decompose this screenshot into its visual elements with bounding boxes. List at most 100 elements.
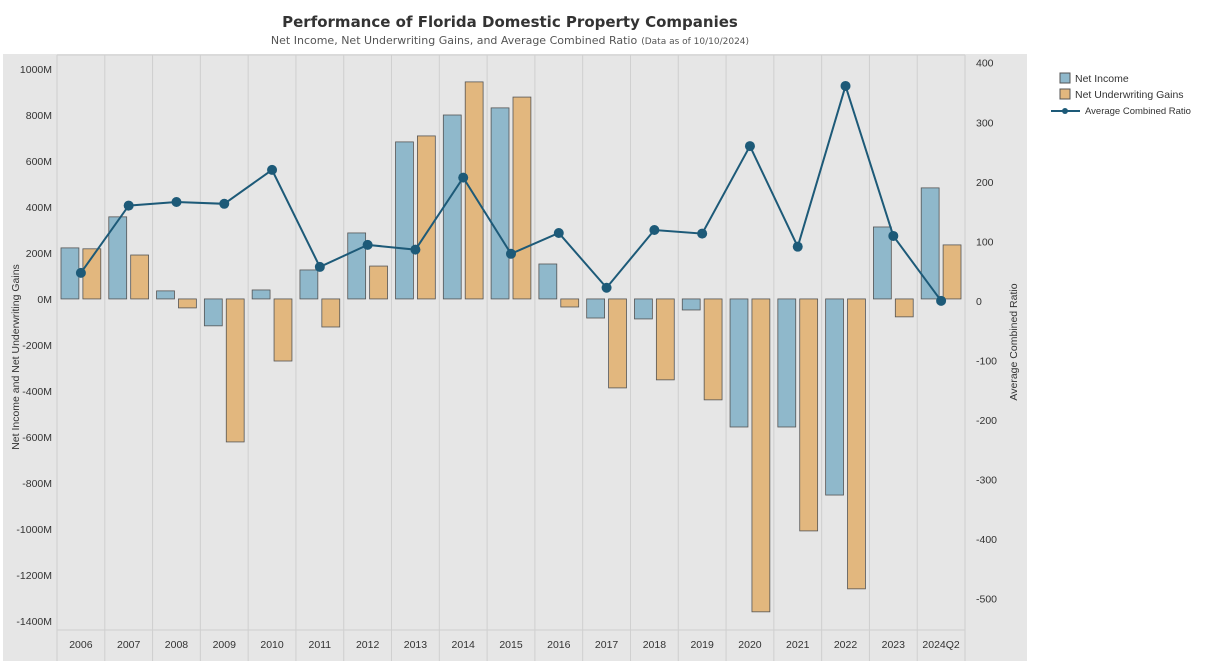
bar-net-income [347,232,367,300]
bar-net-underwriting-gains [608,298,627,389]
bar-net-underwriting-gains [417,135,436,300]
x-tick-label: 2012 [356,639,380,651]
y2-tick-label: 400 [976,58,994,70]
y-tick-label: -200M [22,340,52,352]
x-tick-label: 2020 [738,639,762,651]
x-tick-label: 2022 [834,639,858,651]
bar-net-income [203,298,223,327]
y2-tick-label: 300 [976,117,994,129]
y-tick-label: -1000M [16,524,52,536]
subtitle-text: Net Income, Net Underwriting Gains, and … [271,34,638,47]
point-average-combined-ratio [936,295,947,306]
legend-underwriting: Net Underwriting Gains [1075,89,1184,101]
legend-ratio: Average Combined Ratio [1085,106,1191,117]
y-tick-label: -1400M [16,616,52,628]
x-tick-label: 2019 [690,639,714,651]
y-tick-label: 600M [26,156,52,168]
bar-net-underwriting-gains [130,254,149,300]
point-average-combined-ratio [410,244,421,255]
legend-swatch-underwriting [1059,88,1071,100]
x-tick-label: 2021 [786,639,810,651]
point-average-combined-ratio [458,172,469,183]
bar-net-income [299,269,319,300]
point-average-combined-ratio [123,200,134,211]
bar-net-underwriting-gains [464,81,484,300]
x-tick-label: 2018 [643,639,667,651]
bar-net-underwriting-gains [655,298,675,381]
point-average-combined-ratio [744,141,755,152]
bar-net-income [156,290,175,300]
x-tick-label: 2007 [117,639,141,651]
y-tick-label: -400M [22,386,52,398]
bar-net-income [681,298,701,311]
bar-net-income [634,298,653,320]
point-average-combined-ratio [506,248,516,259]
bar-net-underwriting-gains [751,298,771,613]
point-average-combined-ratio [171,197,182,208]
x-tick-label: 2006 [69,639,93,651]
bar-net-income [825,298,844,496]
y2-tick-label: 100 [976,236,994,248]
bar-net-income [490,107,510,300]
x-tick-label: 2014 [452,639,476,651]
y-tick-label: -600M [22,432,52,444]
chart-title: Performance of Florida Domestic Property… [282,13,738,31]
x-tick-label: 2008 [165,639,189,651]
bar-net-underwriting-gains [560,298,580,308]
bar-net-income [395,141,414,300]
bar-net-underwriting-gains [703,298,723,401]
legend: Net Income Net Underwriting Gains Averag… [1051,72,1191,117]
point-average-combined-ratio [601,282,612,293]
point-average-combined-ratio [697,228,708,239]
y2-tick-label: -100 [976,355,997,367]
bar-net-income [442,114,462,300]
legend-net-income: Net Income [1075,73,1129,85]
y2-tick-label: -400 [976,534,997,546]
x-tick-label: 2011 [309,639,332,651]
bar-net-income [251,289,271,300]
point-average-combined-ratio [219,198,230,209]
x-tick-label: 2010 [260,639,284,651]
point-average-combined-ratio [888,230,899,241]
subtitle-note: (Data as of 10/10/2024) [641,37,749,47]
y-tick-label: -1200M [16,570,52,582]
bar-net-underwriting-gains [321,298,341,328]
bar-net-income [873,226,892,300]
chart-subtitle: Net Income, Net Underwriting Gains, and … [271,34,749,47]
bar-net-underwriting-gains [369,265,388,300]
y2-tick-label: -500 [976,593,997,605]
bar-net-underwriting-gains [894,298,914,318]
y-tick-label: 200M [26,248,52,260]
bar-net-underwriting-gains [225,298,245,443]
point-average-combined-ratio [267,164,278,175]
y-tick-label: -800M [22,478,52,490]
bar-net-underwriting-gains [799,298,819,532]
point-average-combined-ratio [649,225,660,235]
x-tick-label: 2023 [882,639,906,651]
bar-net-underwriting-gains [512,96,532,300]
bar-net-income [777,298,797,428]
x-tick-label: 2015 [499,639,523,651]
y2-tick-label: 200 [976,177,994,189]
bar-net-income [920,187,940,300]
bar-net-income [538,263,558,300]
bar-net-underwriting-gains [178,298,197,309]
point-average-combined-ratio [792,241,803,252]
point-average-combined-ratio [314,261,325,272]
y2-tick-label: -300 [976,474,997,486]
bar-net-underwriting-gains [942,244,962,300]
bar-net-underwriting-gains [273,298,293,362]
legend-swatch-net-income [1059,72,1071,84]
y-tick-label: 0M [37,294,52,306]
bar-net-income [586,298,605,319]
x-tick-label: 2009 [213,639,237,651]
y-axis-label: Net Income and Net Underwriting Gains [10,264,22,450]
x-tick-label: 2013 [404,639,428,651]
y2-tick-label: 0 [976,296,982,308]
y-tick-label: 800M [26,110,52,122]
point-average-combined-ratio [553,227,564,238]
y-tick-label: 400M [26,202,52,214]
point-average-combined-ratio [840,80,851,91]
